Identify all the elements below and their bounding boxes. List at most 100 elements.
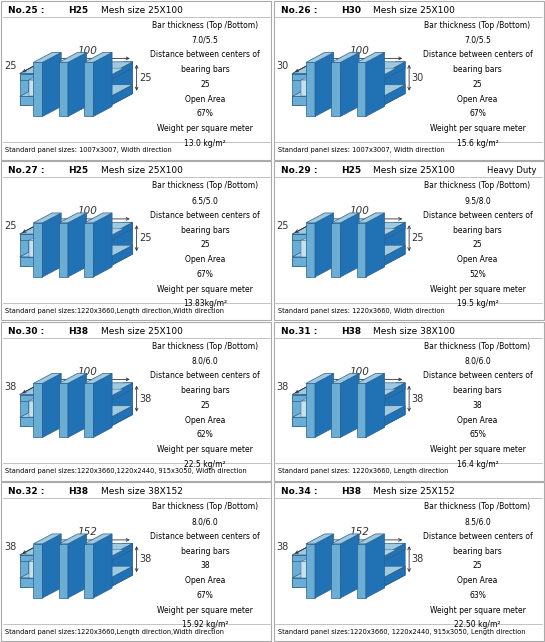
Text: 8.0/6.0: 8.0/6.0 xyxy=(192,357,219,366)
Text: 6.5/5.0: 6.5/5.0 xyxy=(192,196,219,205)
Text: Weight per square meter: Weight per square meter xyxy=(429,446,525,455)
Text: bearing bars: bearing bars xyxy=(181,65,229,74)
Text: Mesh size 25X100: Mesh size 25X100 xyxy=(373,6,455,15)
Text: Weight per square meter: Weight per square meter xyxy=(429,125,525,134)
Text: Open Area: Open Area xyxy=(185,577,225,586)
Text: 8.5/6.0: 8.5/6.0 xyxy=(464,517,491,526)
Text: H38: H38 xyxy=(68,327,88,336)
Text: Distance between centers of: Distance between centers of xyxy=(423,51,532,60)
Text: Open Area: Open Area xyxy=(185,416,225,425)
Text: Open Area: Open Area xyxy=(185,255,225,265)
Text: H25: H25 xyxy=(68,166,88,175)
Text: Bar thickness (Top /Bottom): Bar thickness (Top /Bottom) xyxy=(152,21,258,30)
Text: H25: H25 xyxy=(341,166,361,175)
Text: 13.83kg/m²: 13.83kg/m² xyxy=(183,299,227,309)
Text: 13.0 kg/m²: 13.0 kg/m² xyxy=(184,139,226,148)
Text: Bar thickness (Top /Bottom): Bar thickness (Top /Bottom) xyxy=(425,342,531,351)
FancyBboxPatch shape xyxy=(1,1,271,160)
Text: Bar thickness (Top /Bottom): Bar thickness (Top /Bottom) xyxy=(425,21,531,30)
Text: 7.0/5.5: 7.0/5.5 xyxy=(464,35,491,45)
Text: Standard panel sizes: 1007x3007, Width direction: Standard panel sizes: 1007x3007, Width d… xyxy=(5,147,172,153)
FancyBboxPatch shape xyxy=(1,161,271,320)
Text: Standard panel sizes:1220x3660,1220x2440, 915x3050, Width direction: Standard panel sizes:1220x3660,1220x2440… xyxy=(5,468,247,474)
Text: Distance between centers of: Distance between centers of xyxy=(423,371,532,381)
Text: Standard panel sizes: 1220x3660, Length direction: Standard panel sizes: 1220x3660, Length … xyxy=(278,468,449,474)
Text: 9.5/8.0: 9.5/8.0 xyxy=(464,196,491,205)
FancyBboxPatch shape xyxy=(1,482,271,641)
Text: 25: 25 xyxy=(200,240,210,250)
FancyBboxPatch shape xyxy=(1,322,271,481)
Text: bearing bars: bearing bars xyxy=(181,547,229,556)
Text: Bar thickness (Top /Bottom): Bar thickness (Top /Bottom) xyxy=(152,502,258,512)
Text: bearing bars: bearing bars xyxy=(181,386,229,395)
Text: Weight per square meter: Weight per square meter xyxy=(429,606,525,615)
Text: 67%: 67% xyxy=(197,270,214,279)
Text: Bar thickness (Top /Bottom): Bar thickness (Top /Bottom) xyxy=(152,182,258,191)
Text: 15.92 kg/m²: 15.92 kg/m² xyxy=(182,620,228,630)
Text: 38: 38 xyxy=(200,561,210,571)
Text: Distance between centers of: Distance between centers of xyxy=(150,532,260,541)
Text: 25: 25 xyxy=(473,80,482,89)
Text: bearing bars: bearing bars xyxy=(453,226,502,235)
Text: 62%: 62% xyxy=(197,431,214,440)
Text: 52%: 52% xyxy=(469,270,486,279)
Text: 16.4 kg/m²: 16.4 kg/m² xyxy=(457,460,499,469)
Text: Open Area: Open Area xyxy=(457,255,498,265)
Text: Open Area: Open Area xyxy=(457,94,498,104)
Text: Distance between centers of: Distance between centers of xyxy=(423,532,532,541)
Text: No.26 :: No.26 : xyxy=(281,6,320,15)
Text: Weight per square meter: Weight per square meter xyxy=(429,285,525,294)
Text: Standard panel sizes:1220x3660,Length direction,Width direction: Standard panel sizes:1220x3660,Length di… xyxy=(5,308,225,313)
Text: 25: 25 xyxy=(200,401,210,410)
Text: 38: 38 xyxy=(473,401,482,410)
Text: H25: H25 xyxy=(68,6,88,15)
Text: Mesh size 25X152: Mesh size 25X152 xyxy=(373,487,455,496)
Text: No.30 :: No.30 : xyxy=(8,327,47,336)
Text: Weight per square meter: Weight per square meter xyxy=(157,446,253,455)
Text: Mesh size 38X100: Mesh size 38X100 xyxy=(373,327,455,336)
Text: 67%: 67% xyxy=(197,591,214,600)
Text: Mesh size 25X100: Mesh size 25X100 xyxy=(373,166,455,175)
Text: 8.0/6.0: 8.0/6.0 xyxy=(192,517,219,526)
Text: bearing bars: bearing bars xyxy=(453,386,502,395)
Text: 65%: 65% xyxy=(469,431,486,440)
Text: H38: H38 xyxy=(68,487,88,496)
Text: 25: 25 xyxy=(200,80,210,89)
Text: No.25 :: No.25 : xyxy=(8,6,47,15)
Text: 67%: 67% xyxy=(197,110,214,119)
Text: Mesh size 25X100: Mesh size 25X100 xyxy=(101,327,183,336)
Text: No.34 :: No.34 : xyxy=(281,487,320,496)
Text: bearing bars: bearing bars xyxy=(181,226,229,235)
Text: Open Area: Open Area xyxy=(185,94,225,104)
Text: H38: H38 xyxy=(341,327,361,336)
Text: Weight per square meter: Weight per square meter xyxy=(157,285,253,294)
Text: Standard panel sizes:1220x3660,Length direction,Width direction: Standard panel sizes:1220x3660,Length di… xyxy=(5,629,225,634)
Text: Distance between centers of: Distance between centers of xyxy=(150,371,260,381)
Text: No.32 :: No.32 : xyxy=(8,487,47,496)
Text: 15.6 kg/m²: 15.6 kg/m² xyxy=(457,139,499,148)
Text: 25: 25 xyxy=(473,561,482,571)
FancyBboxPatch shape xyxy=(274,161,544,320)
Text: Bar thickness (Top /Bottom): Bar thickness (Top /Bottom) xyxy=(425,502,531,512)
Text: Standard panel sizes: 1220x3660, Width direction: Standard panel sizes: 1220x3660, Width d… xyxy=(278,308,445,313)
Text: Mesh size 25X100: Mesh size 25X100 xyxy=(101,6,183,15)
Text: 8.0/6.0: 8.0/6.0 xyxy=(464,357,491,366)
Text: 67%: 67% xyxy=(469,110,486,119)
Text: Weight per square meter: Weight per square meter xyxy=(157,125,253,134)
Text: Standard panel sizes: 1007x3007, Width direction: Standard panel sizes: 1007x3007, Width d… xyxy=(278,147,445,153)
Text: 63%: 63% xyxy=(469,591,486,600)
Text: Mesh size 25X100: Mesh size 25X100 xyxy=(101,166,183,175)
FancyBboxPatch shape xyxy=(274,322,544,481)
Text: Distance between centers of: Distance between centers of xyxy=(150,211,260,220)
Text: Standard panel sizes:1220x3660, 1220x2440, 915x3050, Length direction: Standard panel sizes:1220x3660, 1220x244… xyxy=(278,629,525,634)
Text: Distance between centers of: Distance between centers of xyxy=(150,51,260,60)
Text: 19.5 kg/m²: 19.5 kg/m² xyxy=(457,299,499,309)
Text: Mesh size 38X152: Mesh size 38X152 xyxy=(101,487,183,496)
FancyBboxPatch shape xyxy=(274,1,544,160)
Text: Open Area: Open Area xyxy=(457,416,498,425)
Text: Open Area: Open Area xyxy=(457,577,498,586)
Text: Distance between centers of: Distance between centers of xyxy=(423,211,532,220)
FancyBboxPatch shape xyxy=(274,482,544,641)
Text: Weight per square meter: Weight per square meter xyxy=(157,606,253,615)
Text: H38: H38 xyxy=(341,487,361,496)
